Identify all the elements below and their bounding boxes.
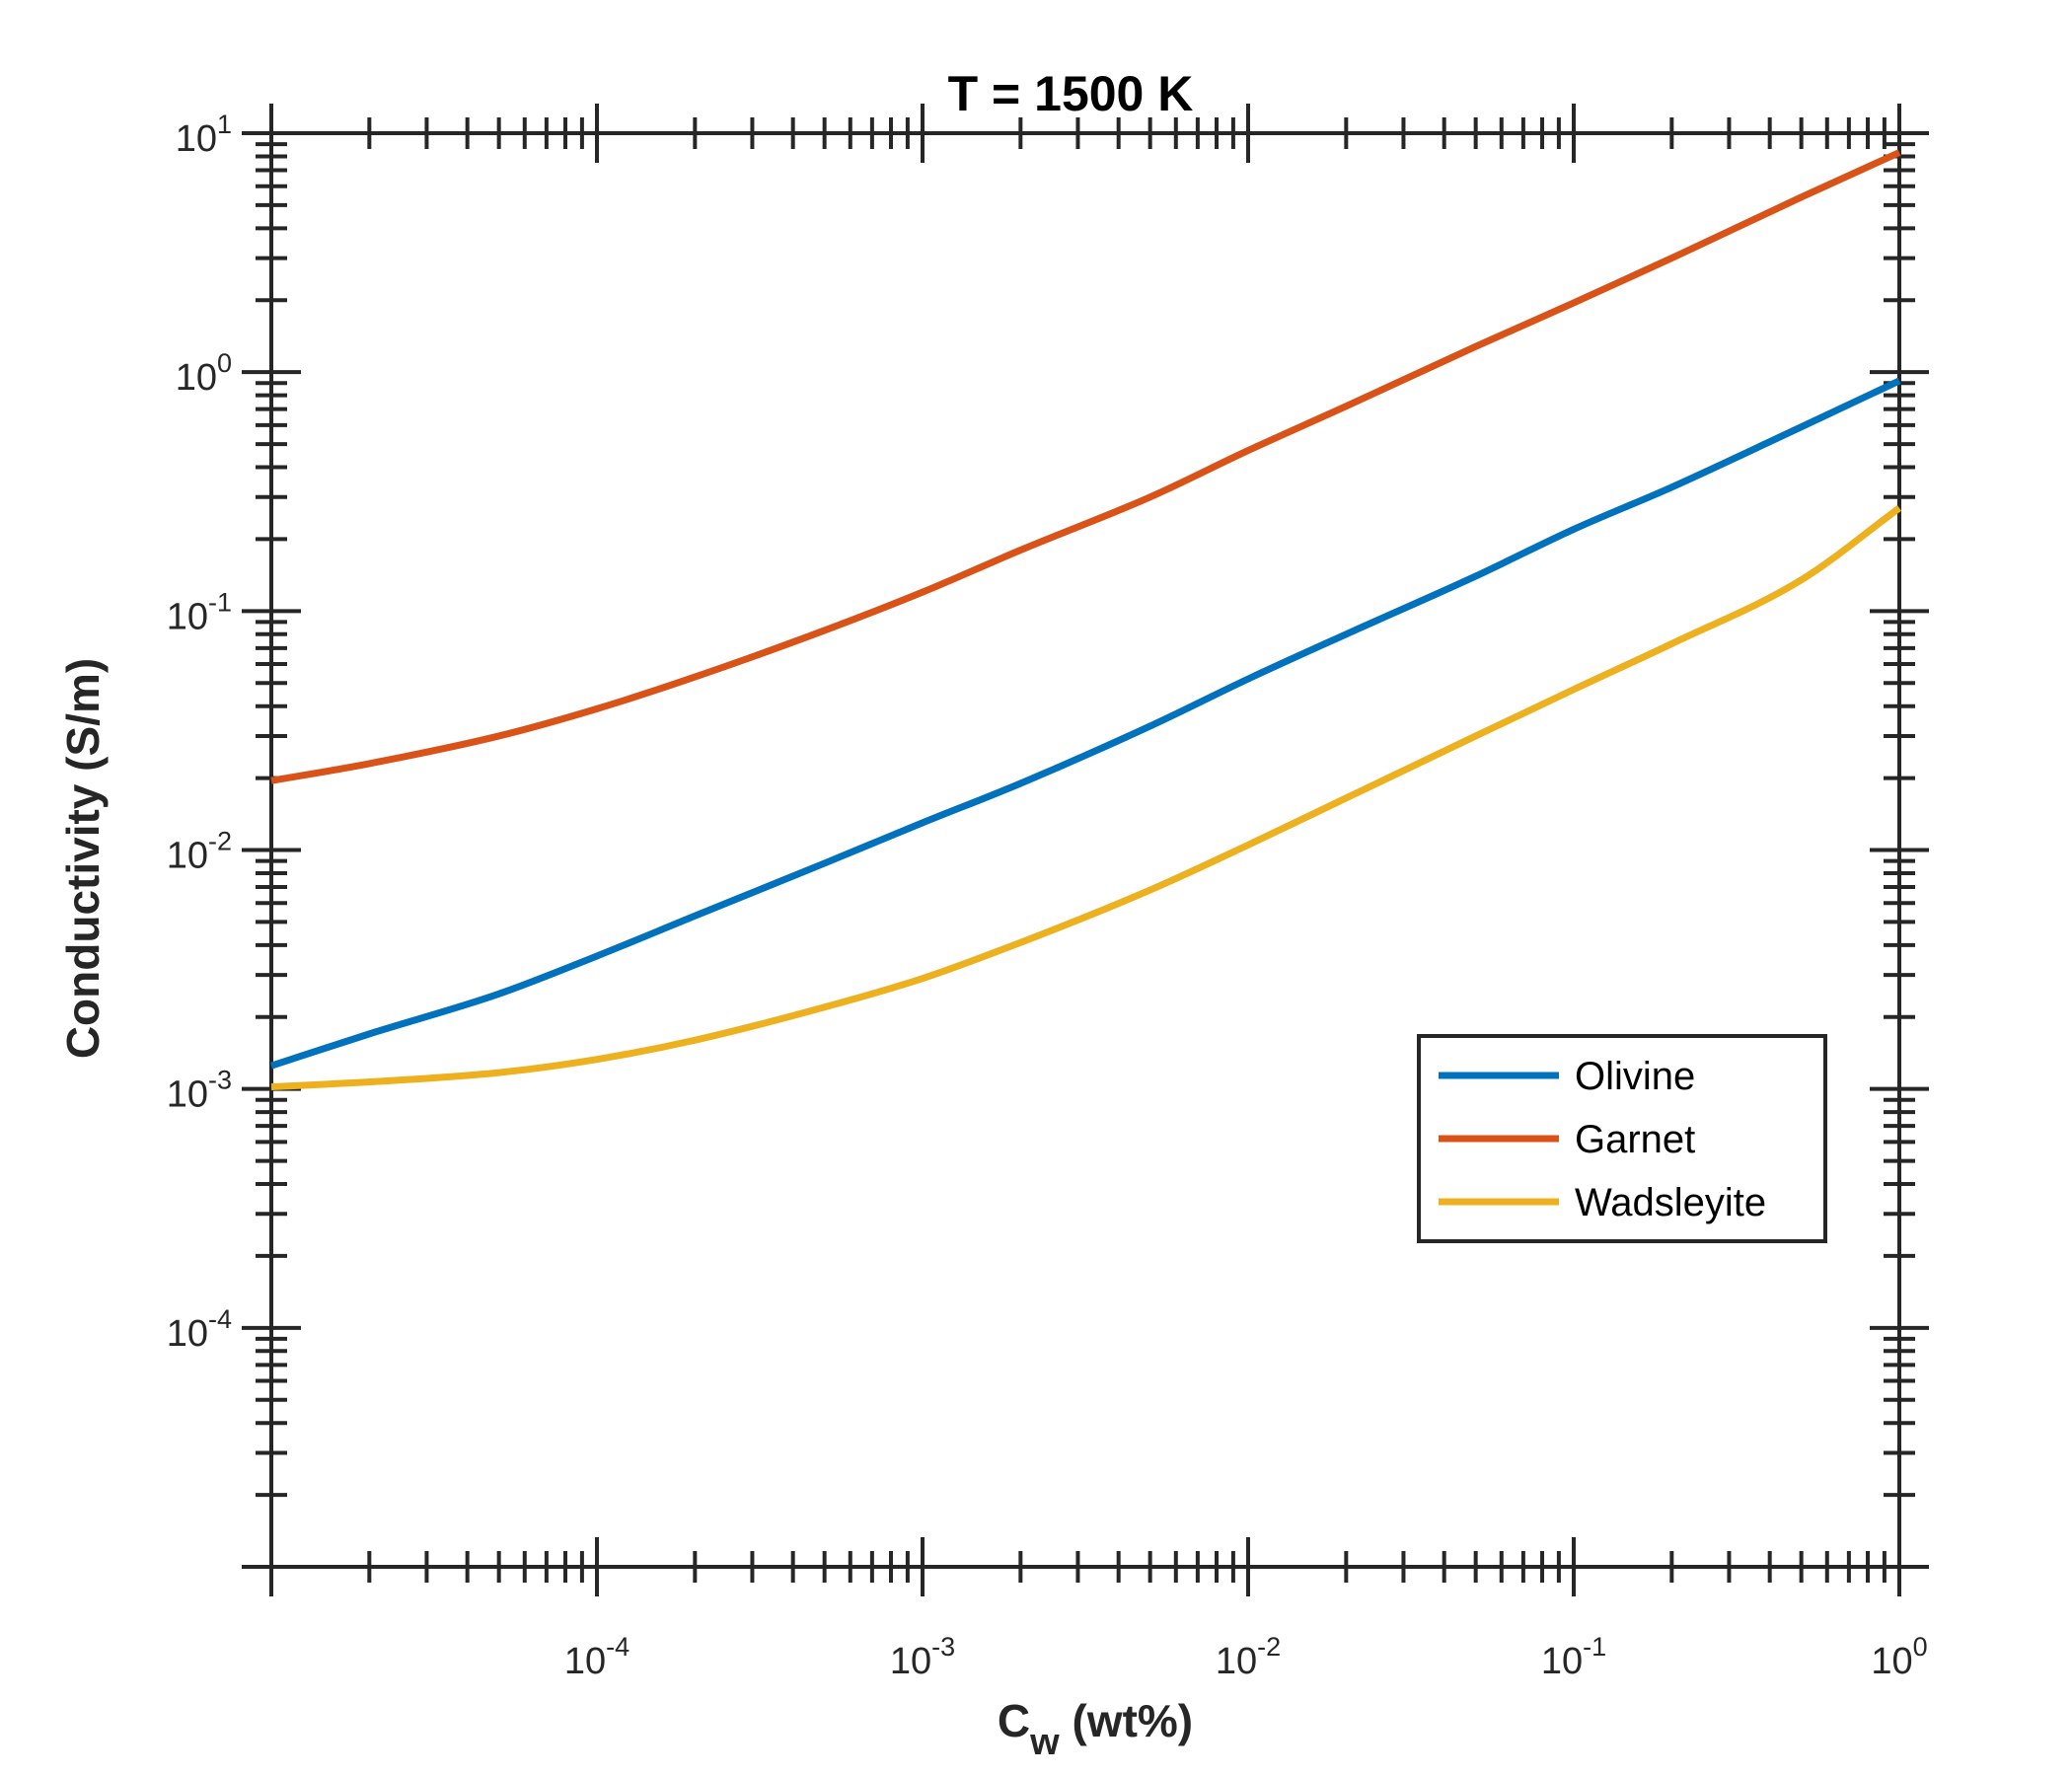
y-tick-label: 10-4 [167,1304,232,1355]
y-tick-exponent: -2 [208,827,232,856]
x-tick-exponent: -4 [606,1632,629,1662]
y-tick-base: 10 [167,836,208,877]
x-axis-title: Cw (wt%) [998,1695,1193,1763]
x-tick-base: 10 [1871,1641,1912,1682]
y-tick-label: 10-3 [167,1066,232,1116]
x-tick-label: 10-2 [1216,1632,1281,1682]
x-tick-base: 10 [1216,1641,1257,1682]
x-axis-title-rest: (wt%) [1060,1695,1193,1746]
tick-labels: 10-4 10-3 10-2 10-1 10010-410-310-210-110010… [167,110,1928,1682]
y-tick-label: 101 [176,110,232,160]
chart-title: T = 1500 K [948,66,1194,121]
x-tick-exponent: -2 [1257,1632,1281,1662]
y-tick-base: 10 [176,118,217,160]
x-tick-exponent: 0 [1913,1632,1928,1662]
y-tick-base: 10 [167,1074,208,1116]
legend-label-garnet: Garnet [1575,1118,1695,1161]
legend-label-wadsleyite: Wadsleyite [1575,1181,1766,1224]
x-tick-base: 10 [890,1641,931,1682]
y-tick-label: 10-1 [167,587,232,637]
x-tick-base: 10 [564,1641,606,1682]
y-tick-label: 10-2 [167,827,232,877]
x-tick-label: 100 [1871,1632,1927,1682]
y-tick-exponent: -4 [208,1304,232,1334]
x-tick-exponent: -3 [931,1632,955,1662]
x-tick-label: 10-3 [890,1632,955,1682]
x-tick-base: 10 [1541,1641,1583,1682]
y-tick-exponent: -3 [208,1066,232,1095]
series-line-wadsleyite [270,505,1902,1091]
y-tick-base: 10 [167,1313,208,1355]
series-lines [269,149,1902,1091]
y-tick-base: 10 [167,596,208,637]
y-tick-label: 100 [176,348,232,399]
axes-box [269,131,1901,1569]
axis-ticks [242,104,1929,1596]
legend-label-olivine: Olivine [1575,1055,1695,1098]
x-tick-label: 10-4 [564,1632,629,1682]
series-line-olivine [269,377,1901,1070]
y-tick-exponent: 0 [217,348,232,378]
y-tick-base: 10 [176,357,217,399]
y-axis-title: Conductivity (S/m) [57,658,109,1059]
series-line-garnet [270,149,1901,784]
x-axis-title-sub: w [1029,1722,1060,1763]
plot-area-frame [269,131,1901,1569]
x-tick-label: 10-1 [1541,1632,1606,1682]
y-tick-exponent: -1 [208,587,232,617]
legend: Olivine Garnet Wadsleyite [1417,1034,1827,1243]
y-tick-exponent: 1 [217,110,232,139]
x-axis-title-main: C [998,1695,1030,1746]
x-tick-exponent: -1 [1583,1632,1606,1662]
